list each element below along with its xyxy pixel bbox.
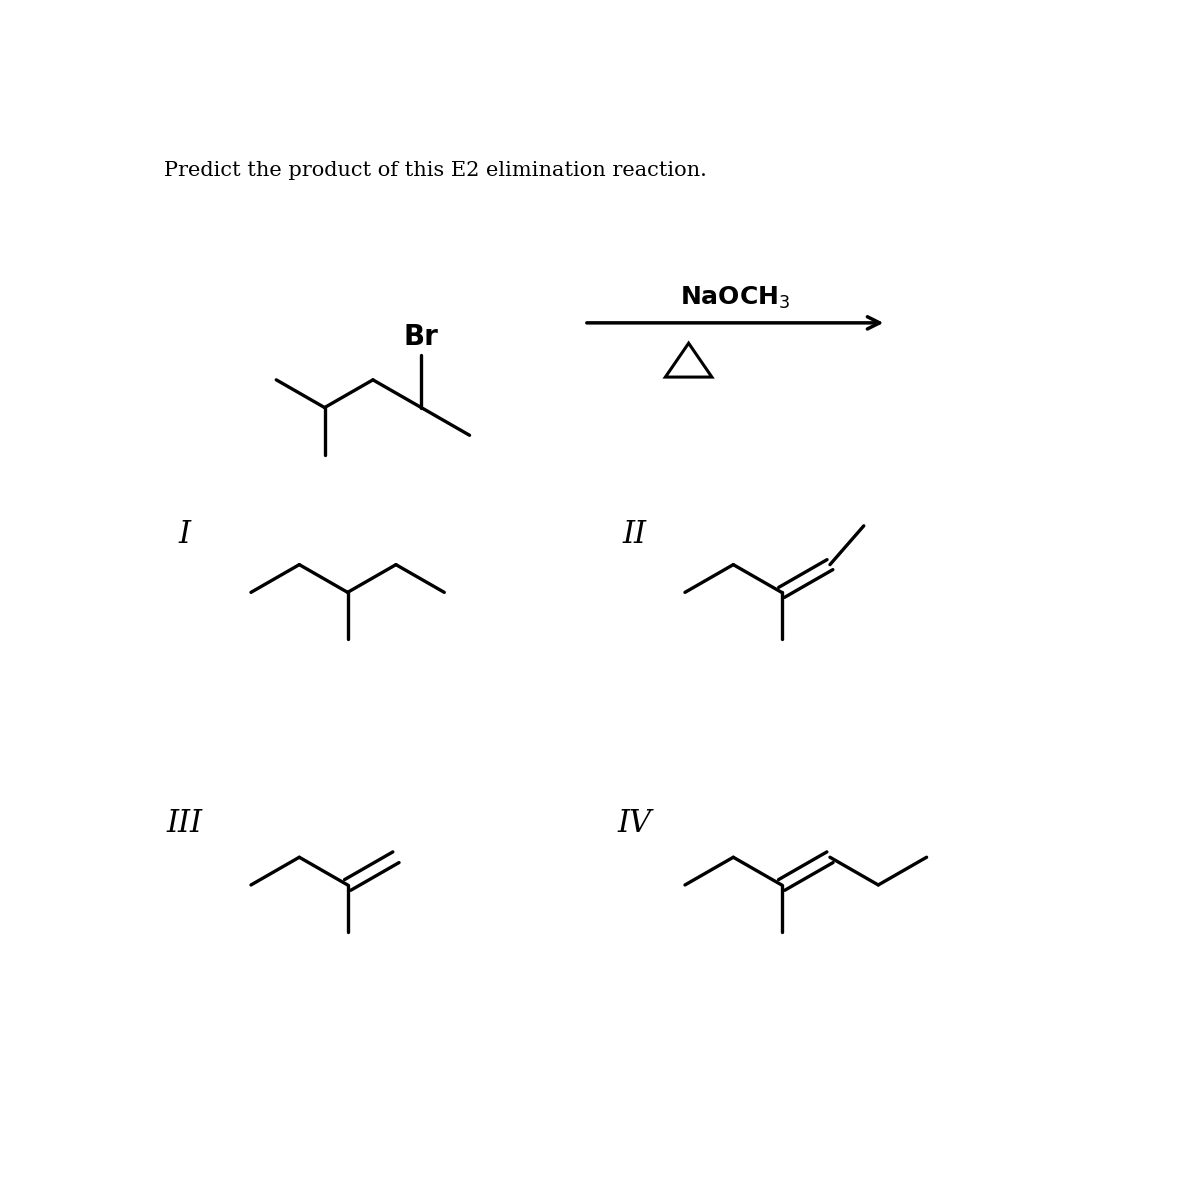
- Text: III: III: [167, 809, 203, 839]
- Text: Br: Br: [404, 323, 439, 351]
- Text: Predict the product of this E2 elimination reaction.: Predict the product of this E2 eliminati…: [164, 162, 707, 181]
- Text: II: II: [623, 520, 647, 551]
- Text: I: I: [179, 520, 191, 551]
- Text: NaOCH$_3$: NaOCH$_3$: [680, 285, 791, 312]
- Text: IV: IV: [617, 809, 652, 839]
